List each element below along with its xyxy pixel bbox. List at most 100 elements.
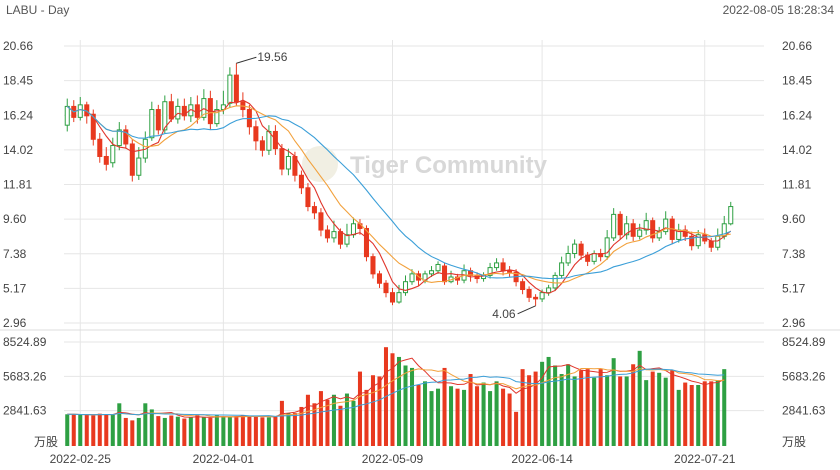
volume-bar bbox=[663, 377, 668, 446]
volume-bar bbox=[123, 417, 128, 446]
date-tick-label: 2022-06-14 bbox=[511, 452, 573, 466]
price-annotations: 19.56 4.06 bbox=[236, 50, 536, 321]
candle-body bbox=[663, 218, 669, 233]
axis-labels: 20.66 20.66 18.45 18.45 16.24 16.24 14.02 14.02… bbox=[3, 39, 826, 466]
candle-body bbox=[233, 74, 239, 103]
volume-bar bbox=[442, 367, 447, 446]
volume-bar bbox=[227, 416, 232, 446]
volume-bar bbox=[110, 414, 115, 446]
candle-body bbox=[435, 263, 441, 272]
candle-body bbox=[552, 274, 558, 289]
volume-bar bbox=[455, 388, 460, 446]
volume-tick-label-left: 2841.63 bbox=[3, 404, 47, 418]
volume-bar bbox=[390, 353, 395, 446]
volume-bar bbox=[117, 403, 122, 446]
volume-bar bbox=[338, 405, 343, 446]
candle-body bbox=[429, 270, 435, 275]
candle-body bbox=[181, 105, 187, 117]
volume-bar bbox=[247, 416, 252, 446]
volume-bar bbox=[676, 389, 681, 446]
volume-bar bbox=[416, 385, 421, 446]
volume-bar bbox=[182, 418, 187, 446]
price-tick-label-right: 18.45 bbox=[782, 74, 812, 88]
price-tick-label-right: 2.96 bbox=[782, 316, 806, 330]
volume-bar bbox=[715, 380, 720, 446]
volume-bar bbox=[208, 417, 213, 446]
volume-bar bbox=[566, 364, 571, 446]
candle-body bbox=[77, 104, 83, 118]
volume-bar bbox=[462, 389, 467, 446]
volume-tick-label-left: 5683.26 bbox=[3, 369, 47, 383]
volume-bar bbox=[709, 381, 714, 446]
candle-body bbox=[520, 281, 526, 291]
price-tick-label-left: 11.81 bbox=[3, 178, 32, 192]
candle-body bbox=[708, 240, 714, 248]
volume-bar bbox=[357, 371, 362, 446]
candle-body bbox=[507, 270, 513, 273]
volume-bar bbox=[494, 381, 499, 446]
volume-bar bbox=[292, 413, 297, 446]
candle-body bbox=[64, 105, 70, 126]
candle-body bbox=[376, 273, 383, 284]
candle-body bbox=[363, 227, 369, 258]
price-tick-label-left: 2.96 bbox=[3, 316, 27, 330]
volume-bar bbox=[286, 413, 291, 446]
candle-body bbox=[500, 262, 506, 272]
volume-bar bbox=[423, 381, 428, 446]
volume-bar bbox=[605, 375, 610, 446]
volume-bar bbox=[344, 393, 349, 446]
candle-body bbox=[97, 138, 103, 157]
candle-body bbox=[598, 253, 604, 258]
candle-body bbox=[689, 235, 695, 247]
candle-body bbox=[285, 155, 291, 170]
volume-bar bbox=[520, 369, 525, 446]
volume-unit-left: 万股 bbox=[34, 435, 58, 449]
volume-bar bbox=[65, 414, 70, 446]
volume-bar bbox=[195, 415, 200, 446]
volume-tick-label-right: 5683.26 bbox=[782, 369, 826, 383]
date-tick-label: 2022-04-01 bbox=[193, 452, 255, 466]
volume-bar bbox=[403, 365, 408, 446]
volume-bar bbox=[670, 370, 675, 446]
candle-body bbox=[337, 231, 343, 245]
volume-bar bbox=[331, 394, 336, 446]
price-tick-label-right: 5.17 bbox=[782, 281, 806, 295]
volume-bar bbox=[546, 356, 551, 446]
volume-bar bbox=[169, 415, 174, 446]
price-tick-label-left: 5.17 bbox=[3, 281, 27, 295]
price-tick-label-right: 14.02 bbox=[782, 143, 812, 157]
low-annotation-label: 4.06 bbox=[492, 307, 516, 321]
volume-bar bbox=[501, 388, 506, 446]
volume-bar bbox=[657, 372, 662, 446]
timestamp: 2022-08-05 18:28:34 bbox=[722, 3, 834, 17]
volume-bar bbox=[644, 380, 649, 446]
candle-body bbox=[253, 126, 259, 142]
volume-bar bbox=[624, 376, 629, 446]
candle-body bbox=[318, 212, 324, 231]
candle-body bbox=[331, 231, 337, 239]
candle-body bbox=[123, 129, 129, 145]
volume-bar bbox=[325, 399, 330, 446]
volume-bar bbox=[377, 376, 382, 446]
volume-bar bbox=[396, 356, 402, 446]
candle-body bbox=[572, 243, 578, 255]
candle-body bbox=[578, 243, 584, 256]
candle-body bbox=[728, 206, 734, 225]
volume-tick-label-right: 8524.89 bbox=[782, 335, 826, 349]
candle-body bbox=[103, 155, 109, 165]
volume-bar bbox=[579, 370, 584, 446]
volume-bar bbox=[318, 391, 323, 446]
volume-bar bbox=[507, 393, 512, 446]
candle-body bbox=[155, 109, 161, 131]
candle-body bbox=[110, 145, 116, 164]
volume-bar bbox=[488, 391, 493, 446]
price-tick-label-right: 20.66 bbox=[782, 39, 812, 53]
candle-body bbox=[383, 282, 389, 294]
candle-body bbox=[396, 292, 402, 303]
price-ma-line-ma20 bbox=[66, 105, 731, 280]
candle-body bbox=[494, 262, 500, 269]
annotation-leader bbox=[517, 305, 536, 315]
volume-bar bbox=[475, 386, 480, 446]
